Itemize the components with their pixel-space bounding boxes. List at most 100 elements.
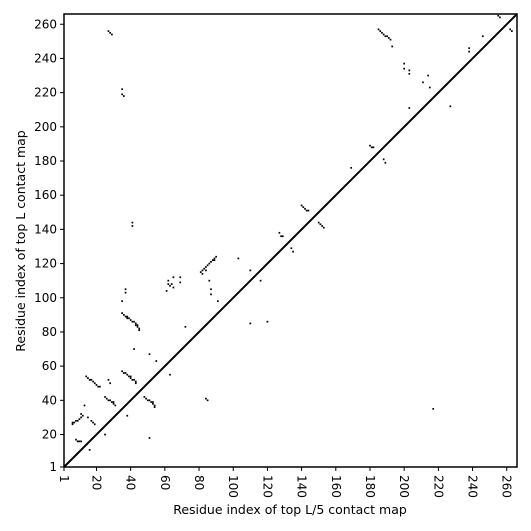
contact-point-top-l5 [468, 47, 470, 50]
contact-point-top-l5 [389, 38, 392, 41]
contact-point-top-l [148, 353, 151, 356]
contact-point-top-l [80, 413, 82, 415]
contact-point-top-l5 [381, 31, 383, 34]
contact-point-top-l5 [304, 208, 306, 210]
x-axis-ticks: 1 20 40 60 80 100 120 140 160 180 200 220 240 260 [57, 467, 514, 498]
contact-point-top-l [71, 421, 74, 424]
contact-point-top-l [81, 414, 84, 417]
contact-point-top-l [97, 385, 100, 388]
contact-point-top-l [259, 279, 262, 282]
contact-point-top-l5 [511, 30, 513, 32]
contact-point-top-l [170, 283, 173, 285]
y-tick-label: 200 [34, 120, 57, 134]
contact-point-top-l [133, 378, 135, 381]
contact-point-top-l [112, 402, 115, 405]
contact-point-top-l [122, 314, 125, 316]
contact-point-top-l [249, 269, 252, 272]
contact-point-top-l [121, 312, 123, 315]
x-tick-label: 120 [260, 475, 274, 498]
contact-point-top-l [76, 440, 79, 443]
contact-point-top-l [88, 449, 91, 451]
contact-point-top-l5 [280, 235, 282, 238]
contact-point-top-l5 [403, 67, 406, 70]
contact-point-top-l [95, 384, 98, 386]
contact-point-top-l5 [350, 166, 353, 169]
y-axis-label: Residue index of top L contact map [13, 130, 28, 351]
contact-point-top-l [172, 286, 175, 289]
y-tick-label: 260 [34, 17, 57, 31]
x-tick-label: 60 [158, 475, 172, 490]
contact-point-top-l [85, 375, 88, 378]
contact-point-top-l [133, 348, 135, 350]
y-tick-label: 1 [49, 460, 57, 474]
contact-point-top-l [215, 255, 217, 258]
contact-point-top-l [104, 396, 106, 398]
contact-point-top-l [172, 276, 175, 279]
contact-point-top-l5 [278, 231, 281, 234]
contact-point-top-l [129, 377, 132, 379]
contact-point-top-l [249, 322, 252, 325]
y-tick-label: 60 [42, 359, 57, 373]
contact-point-top-l5 [384, 161, 387, 164]
contact-point-top-l5 [317, 221, 320, 224]
contact-point-top-l [205, 266, 207, 268]
y-tick-label: 80 [42, 325, 57, 339]
x-tick-label: 40 [124, 475, 138, 490]
contact-point-top-l [126, 317, 129, 320]
contact-point-top-l [134, 380, 137, 383]
contact-point-top-l [93, 423, 96, 426]
contact-point-top-l [210, 261, 212, 263]
contact-point-top-l [121, 300, 123, 303]
x-tick-label: 160 [329, 475, 343, 498]
contact-point-top-l5 [499, 16, 501, 19]
contact-point-top-l [90, 378, 93, 381]
y-tick-label: 240 [34, 51, 57, 65]
y-tick-label: 220 [34, 86, 57, 100]
contact-point-top-l [129, 319, 132, 321]
contact-point-top-l [121, 88, 123, 91]
contact-point-top-l [75, 419, 77, 422]
contact-point-top-l [134, 324, 137, 326]
y-tick-label: 160 [34, 188, 57, 202]
contact-point-top-l [208, 262, 211, 265]
contact-point-top-l5 [403, 62, 406, 65]
contact-point-top-l [201, 272, 204, 275]
contact-point-top-l [213, 259, 216, 262]
x-tick-label: 240 [466, 475, 480, 498]
contact-point-top-l [92, 421, 94, 424]
contact-point-top-l5 [321, 225, 323, 227]
contact-point-top-l [105, 397, 108, 400]
contact-point-top-l [111, 401, 113, 403]
x-tick-label: 220 [431, 475, 445, 498]
contact-point-top-l [211, 259, 214, 262]
contact-point-top-l [126, 315, 129, 318]
y-tick-label: 180 [34, 154, 57, 168]
contact-point-top-l [124, 291, 127, 294]
contact-point-top-l [78, 440, 81, 443]
contact-point-top-l [112, 401, 115, 403]
contact-point-top-l [128, 375, 130, 378]
contact-point-top-l5 [382, 33, 385, 36]
contact-point-top-l5 [377, 28, 380, 31]
x-tick-label: 100 [226, 475, 240, 498]
contact-point-top-l [133, 320, 135, 323]
contact-point-top-l [93, 382, 96, 385]
contact-point-top-l [179, 276, 182, 279]
contact-point-top-l5 [292, 250, 294, 253]
x-tick-label: 1 [57, 475, 71, 483]
contact-point-top-l5 [408, 107, 411, 109]
contact-point-top-l [167, 279, 170, 282]
contact-point-top-l [153, 406, 156, 409]
contact-point-top-l [134, 382, 137, 385]
x-tick-label: 180 [363, 475, 377, 498]
contact-point-top-l [146, 399, 149, 402]
x-tick-label: 200 [397, 475, 411, 498]
contact-point-top-l [121, 93, 123, 96]
contact-point-top-l [237, 257, 240, 260]
contact-point-top-l [107, 378, 110, 381]
contact-point-top-l [201, 269, 204, 272]
contact-point-top-l [78, 418, 81, 420]
contact-point-top-l [145, 397, 147, 400]
